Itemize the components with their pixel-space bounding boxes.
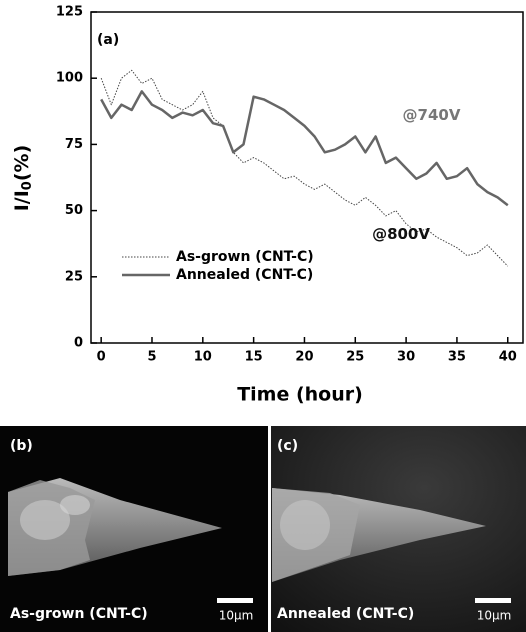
- panel-label: (b): [10, 438, 33, 454]
- series-line: [100, 90, 509, 207]
- scale-label: 10μm: [219, 609, 254, 623]
- x-tick-label: 10: [194, 350, 212, 365]
- x-tick-label: 40: [499, 350, 517, 365]
- y-tick-label: 125: [56, 5, 83, 20]
- scale-bar: [217, 598, 253, 603]
- panel-label: (c): [277, 438, 298, 454]
- x-tick-label: 5: [147, 350, 156, 365]
- y-tick-label: 25: [65, 269, 83, 284]
- sem-panel-b: (b) As-grown (CNT-C) 10μm: [0, 426, 268, 632]
- annotation: @800V: [372, 225, 430, 243]
- scale-bar: [475, 598, 511, 603]
- x-tick-label: 30: [397, 350, 415, 365]
- caption: As-grown (CNT-C): [10, 606, 148, 622]
- caption: Annealed (CNT-C): [277, 606, 414, 622]
- annotation: @740V: [403, 106, 461, 124]
- scale-label: 10μm: [477, 609, 512, 623]
- y-tick-label: 100: [56, 71, 83, 86]
- x-tick-label: 15: [245, 350, 263, 365]
- y-label-sub: 0: [20, 181, 35, 190]
- y-tick-label: 75: [65, 137, 83, 152]
- legend-label: As-grown (CNT-C): [176, 249, 314, 265]
- x-axis-label: Time (hour): [237, 384, 363, 406]
- panel-label: (a): [97, 32, 119, 48]
- plot-frame: [90, 11, 524, 344]
- texture: [280, 500, 330, 550]
- legend-label: Annealed (CNT-C): [176, 267, 313, 283]
- y-tick-label: 50: [65, 203, 83, 218]
- y-tick-label: 0: [74, 336, 83, 351]
- series-line: [100, 69, 509, 267]
- y-label-unit: (%): [11, 145, 33, 181]
- x-tick-label: 35: [448, 350, 466, 365]
- x-tick-label: 20: [295, 350, 313, 365]
- y-label-main: I/I: [11, 190, 33, 211]
- texture: [20, 500, 70, 540]
- x-tick-label: 25: [346, 350, 364, 365]
- y-axis-label: I/I0(%): [11, 145, 35, 212]
- x-tick-label: 0: [97, 350, 106, 365]
- sem-panel-c: (c) Annealed (CNT-C) 10μm: [271, 426, 526, 632]
- texture: [60, 495, 90, 515]
